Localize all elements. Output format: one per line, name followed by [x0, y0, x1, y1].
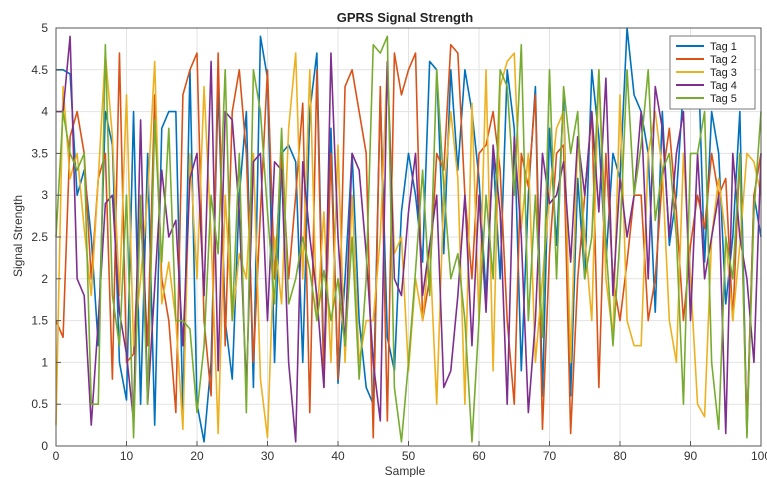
y-tick-label: 3	[41, 188, 48, 202]
series-line-tag-4	[56, 35, 762, 443]
x-tick-label: 70	[543, 449, 557, 463]
x-tick-label: 0	[53, 449, 60, 463]
y-axis-label: Signal Strength	[11, 195, 25, 277]
y-tick-label: 3.5	[31, 146, 48, 160]
x-tick-label: 40	[331, 449, 345, 463]
x-tick-label: 100	[751, 449, 767, 463]
y-tick-label: 1	[41, 355, 48, 369]
y-tick-label: 4.5	[31, 63, 48, 77]
x-tick-label: 50	[402, 449, 416, 463]
x-axis-label: Sample	[385, 464, 426, 477]
series-line-tag-5	[55, 35, 762, 443]
x-tick-label: 90	[684, 449, 698, 463]
x-tick-label: 30	[261, 449, 275, 463]
y-tick-label: 0.5	[31, 397, 48, 411]
legend-entry: Tag 4	[710, 80, 737, 92]
y-tick-label: 4	[41, 105, 48, 119]
x-tick-label: 20	[190, 449, 204, 463]
legend-entry: Tag 3	[710, 67, 737, 79]
legend-entry: Tag 1	[710, 41, 737, 53]
x-tick-label: 80	[613, 449, 627, 463]
legend-entry: Tag 2	[710, 54, 737, 66]
y-tick-label: 2	[41, 272, 48, 286]
y-tick-label: 2.5	[31, 230, 48, 244]
plot-area: 0 10 20 30 40 50 60 70 80 90 100 0 0.5 1 1.5 2 2.5 3 3.5 4 4…	[31, 21, 767, 463]
chart-title: GPRS Signal Strength	[337, 10, 474, 25]
x-tick-label: 60	[472, 449, 486, 463]
legend-entry: Tag 5	[710, 93, 737, 105]
y-tick-label: 1.5	[31, 314, 48, 328]
y-tick-label: 0	[41, 439, 48, 453]
x-tick-label: 10	[120, 449, 134, 463]
y-tick-label: 5	[41, 21, 48, 35]
series-line-tag-2	[55, 43, 762, 439]
